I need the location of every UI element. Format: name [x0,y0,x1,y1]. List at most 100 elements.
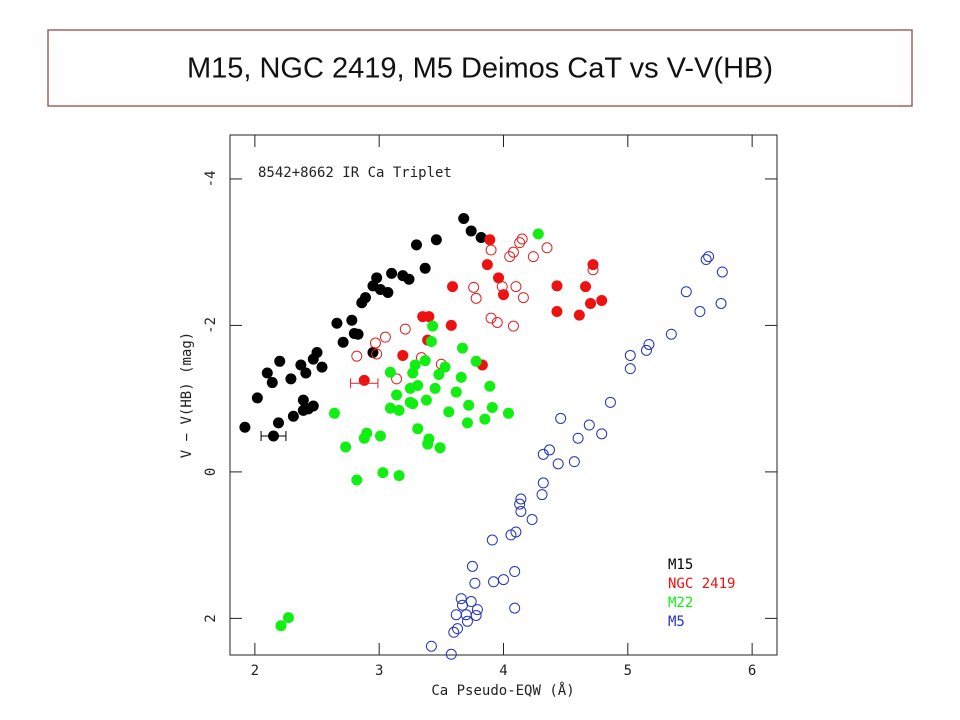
data-point [551,280,563,292]
data-point [486,401,498,413]
data-point [393,404,405,416]
data-point [541,242,553,254]
data-point [504,251,516,263]
data-point [516,233,528,245]
data-point [374,430,386,442]
data-point [465,225,477,237]
data-point [352,328,364,340]
data-point [700,254,712,266]
data-point [307,400,319,412]
data-point [461,615,473,627]
data-point [266,377,278,389]
data-point [551,306,563,318]
data-point [552,458,564,470]
x-tick-label: 6 [748,663,756,679]
data-point [443,406,455,418]
data-point [445,319,457,331]
data-point [346,314,358,326]
data-point [377,467,389,479]
data-point [665,328,677,340]
data-point [493,272,505,284]
data-point [470,292,482,304]
data-point [351,350,363,362]
data-point [458,212,470,224]
chart-title: M15, NGC 2419, M5 Deimos CaT vs V-V(HB) [187,53,773,85]
data-point [287,410,299,422]
legend-entry: M22 [668,595,693,611]
data-point [537,477,549,489]
data-point [463,399,475,411]
y-axis-label: V − V(HB) (mag) [179,332,195,458]
x-tick-label: 3 [375,663,383,679]
data-point [386,267,398,279]
x-axis-label: Ca Pseudo-EQW (Å) [431,682,574,699]
data-point [425,336,437,348]
data-point [448,626,460,638]
data-point [433,368,445,380]
data-point [455,371,467,383]
data-point [429,382,441,394]
data-point [488,576,500,588]
data-point [419,262,431,274]
data-point [358,432,370,444]
data-point [452,623,464,635]
data-point [585,297,597,309]
data-point [412,423,424,435]
data-point [469,577,481,589]
data-point [360,292,372,304]
data-point [643,338,655,350]
data-point [532,228,544,240]
data-point [419,355,431,367]
data-point [371,272,383,284]
data-point [514,237,526,249]
data-point [537,448,549,460]
data-point [427,320,439,332]
annotation: 8542+8662 IR Ca Triplet [258,165,452,181]
data-point [485,244,497,256]
data-point [703,251,715,263]
data-point [295,359,307,371]
data-point [694,306,706,318]
data-point [391,373,403,385]
data-point [456,342,468,354]
error-bar [350,378,379,389]
data-point [461,417,473,429]
legend-entry: NGC 2419 [668,576,735,592]
data-point [470,609,482,621]
data-point [484,234,496,246]
data-point [491,316,503,328]
data-point [407,367,419,379]
data-point [379,331,391,343]
data-point [251,392,263,404]
data-point [507,246,519,258]
data-point [445,648,457,660]
data-point [450,386,462,398]
data-point [509,566,521,578]
data-point [587,264,599,276]
data-point [466,560,478,572]
data-point [596,428,608,440]
data-point [272,417,284,429]
data-point [517,292,529,304]
data-point [604,396,616,408]
data-point [527,251,539,263]
data-point [447,281,459,293]
y-tick-label: -4 [203,171,219,188]
data-point [470,355,482,367]
data-point [285,373,297,385]
data-point [479,413,491,425]
data-point [403,273,415,285]
data-point [371,348,383,360]
data-point [502,407,514,419]
data-point [510,526,522,538]
data-point [239,421,251,433]
data-point [331,317,343,329]
x-tick-label: 2 [251,663,259,679]
data-point [456,599,468,611]
data-point [300,367,312,379]
data-point [596,295,608,307]
data-point [410,239,422,251]
legend-entry: M5 [668,614,685,630]
data-point [555,412,567,424]
